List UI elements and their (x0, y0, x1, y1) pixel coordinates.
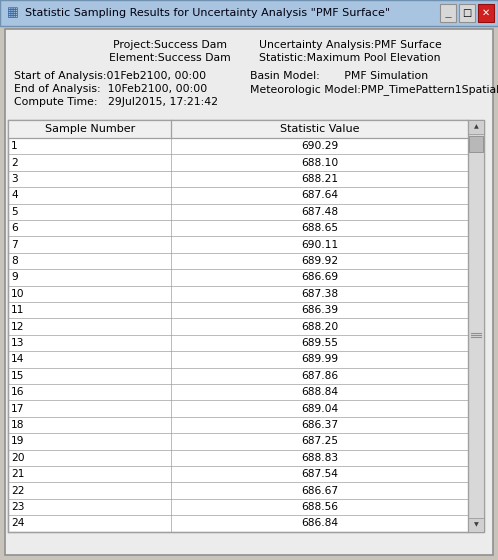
Text: 13: 13 (11, 338, 24, 348)
Text: 16: 16 (11, 387, 24, 397)
Text: 686.39: 686.39 (301, 305, 338, 315)
Text: 21: 21 (11, 469, 24, 479)
Text: Statistic Value: Statistic Value (280, 124, 360, 134)
Text: 10: 10 (11, 289, 24, 299)
Text: 686.69: 686.69 (301, 272, 338, 282)
Text: 687.54: 687.54 (301, 469, 338, 479)
Text: ▦: ▦ (7, 7, 19, 20)
Text: 18: 18 (11, 420, 24, 430)
Text: 6: 6 (11, 223, 18, 233)
Text: 17: 17 (11, 404, 24, 414)
Text: 690.29: 690.29 (301, 141, 338, 151)
Bar (469, 136, 483, 152)
Text: 23: 23 (11, 502, 24, 512)
Text: 686.37: 686.37 (301, 420, 338, 430)
Text: 7: 7 (11, 240, 18, 250)
Text: 11: 11 (11, 305, 24, 315)
Text: 687.25: 687.25 (301, 436, 338, 446)
Bar (468, 517, 484, 531)
Text: 689.92: 689.92 (301, 256, 338, 266)
Text: 1: 1 (11, 141, 18, 151)
Text: 687.48: 687.48 (301, 207, 338, 217)
Text: ▼: ▼ (474, 522, 479, 527)
Text: 24: 24 (11, 519, 24, 529)
Text: 688.20: 688.20 (301, 321, 338, 332)
Text: 688.65: 688.65 (301, 223, 338, 233)
Bar (478, 4, 494, 22)
Text: 4: 4 (11, 190, 18, 200)
Text: ▲: ▲ (474, 124, 479, 129)
Bar (440, 4, 456, 22)
Text: 689.55: 689.55 (301, 338, 338, 348)
Text: Meteorologic Model:PMP_TimePattern1Spatial66: Meteorologic Model:PMP_TimePattern1Spati… (250, 84, 498, 95)
Text: 686.84: 686.84 (301, 519, 338, 529)
Text: 20: 20 (11, 453, 24, 463)
Text: 8: 8 (11, 256, 18, 266)
Text: 689.99: 689.99 (301, 354, 338, 365)
Text: 688.10: 688.10 (301, 157, 338, 167)
Bar (459, 4, 475, 22)
Text: 3: 3 (11, 174, 18, 184)
Text: —: — (445, 14, 452, 20)
Text: 15: 15 (11, 371, 24, 381)
Text: Element:Success Dam: Element:Success Dam (109, 53, 231, 63)
Text: 688.21: 688.21 (301, 174, 338, 184)
Text: ✕: ✕ (482, 8, 490, 18)
Text: 686.67: 686.67 (301, 486, 338, 496)
Text: □: □ (462, 8, 472, 18)
Text: Statistic Sampling Results for Uncertainty Analysis "PMF Surface": Statistic Sampling Results for Uncertain… (25, 8, 390, 18)
Text: Basin Model:       PMF Simulation: Basin Model: PMF Simulation (250, 71, 428, 81)
Text: Uncertainty Analysis:PMF Surface: Uncertainty Analysis:PMF Surface (258, 40, 441, 50)
Text: 689.04: 689.04 (301, 404, 338, 414)
Text: 688.56: 688.56 (301, 502, 338, 512)
Text: Start of Analysis:01Feb2100, 00:00: Start of Analysis:01Feb2100, 00:00 (14, 71, 206, 81)
Text: 687.64: 687.64 (301, 190, 338, 200)
Text: 12: 12 (11, 321, 24, 332)
Text: 690.11: 690.11 (301, 240, 338, 250)
Bar (8, 120, 468, 138)
Text: 5: 5 (11, 207, 17, 217)
Text: Sample Number: Sample Number (44, 124, 135, 134)
Text: 9: 9 (11, 272, 18, 282)
Text: 14: 14 (11, 354, 24, 365)
Bar (468, 120, 484, 134)
Text: Project:Success Dam: Project:Success Dam (113, 40, 227, 50)
Bar (468, 120, 484, 531)
Text: Statistic:Maximum Pool Elevation: Statistic:Maximum Pool Elevation (259, 53, 441, 63)
Text: Compute Time:   29Jul2015, 17:21:42: Compute Time: 29Jul2015, 17:21:42 (14, 97, 218, 107)
Text: 688.83: 688.83 (301, 453, 338, 463)
Bar (0, 0, 498, 26)
Text: 688.84: 688.84 (301, 387, 338, 397)
Text: 687.38: 687.38 (301, 289, 338, 299)
Bar (8, 120, 484, 531)
Text: 19: 19 (11, 436, 24, 446)
Text: 687.86: 687.86 (301, 371, 338, 381)
Text: End of Analysis:  10Feb2100, 00:00: End of Analysis: 10Feb2100, 00:00 (14, 84, 207, 94)
Text: 2: 2 (11, 157, 18, 167)
Text: 22: 22 (11, 486, 24, 496)
